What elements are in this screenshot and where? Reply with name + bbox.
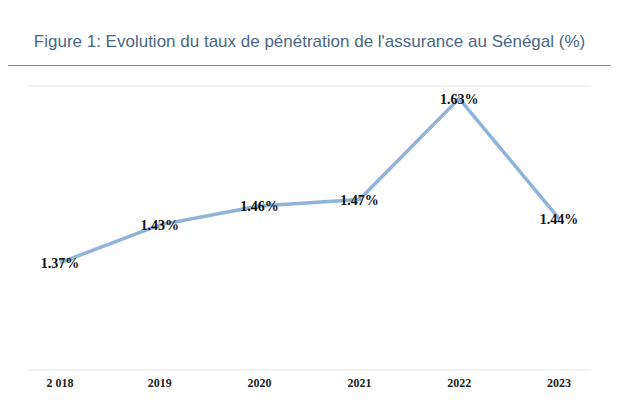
svg-text:2 018: 2 018 [47, 376, 74, 390]
svg-text:2022: 2022 [447, 376, 471, 390]
html-text:Figure 1: Evolution du taux de: Figure 1: Evolution du taux de pénétrati… [33, 32, 586, 51]
svg-text:2023: 2023 [547, 376, 571, 390]
svg-text:2021: 2021 [347, 376, 371, 390]
svg-text:1.47%: 1.47% [340, 193, 379, 208]
svg-text:1.43%: 1.43% [141, 218, 180, 233]
svg-text:2020: 2020 [248, 376, 272, 390]
svg-text:2019: 2019 [148, 376, 172, 390]
svg-text:1.44%: 1.44% [540, 212, 579, 227]
svg-text:1.46%: 1.46% [240, 199, 279, 214]
svg-text:1.63%: 1.63% [440, 92, 479, 107]
svg-text:1.37%: 1.37% [41, 256, 80, 271]
